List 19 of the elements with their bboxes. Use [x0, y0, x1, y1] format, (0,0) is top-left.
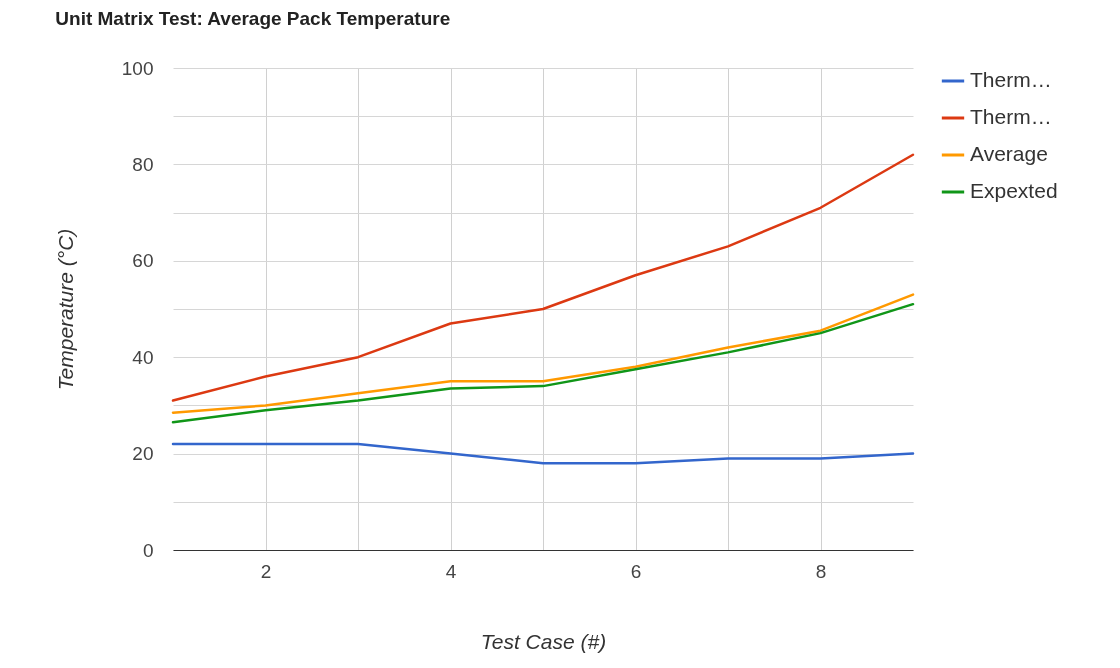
chart-title: Unit Matrix Test: Average Pack Temperature — [55, 8, 451, 29]
y-tick-label: 0 — [142, 539, 154, 561]
y-tick-label: 20 — [132, 443, 154, 465]
line-series — [171, 153, 915, 402]
x-axis-title: Test Case (#) — [480, 629, 607, 653]
y-tick-label: 100 — [121, 57, 154, 79]
x-tick-label: 2 — [260, 560, 272, 582]
y-axis-title: Temperature (°C) — [53, 228, 77, 391]
legend-label: Therm… — [970, 68, 1052, 91]
legend-label: Therm… — [970, 105, 1052, 128]
y-tick-label: 80 — [132, 153, 154, 175]
line-series — [171, 442, 915, 465]
x-tick-label: 8 — [815, 560, 827, 582]
legend-label: Average — [970, 142, 1048, 165]
x-tick-label: 4 — [445, 560, 457, 582]
x-tick-label: 6 — [630, 560, 642, 582]
y-tick-label: 40 — [132, 346, 154, 368]
legend-label: Expexted — [970, 179, 1058, 202]
y-tick-label: 60 — [132, 250, 154, 272]
